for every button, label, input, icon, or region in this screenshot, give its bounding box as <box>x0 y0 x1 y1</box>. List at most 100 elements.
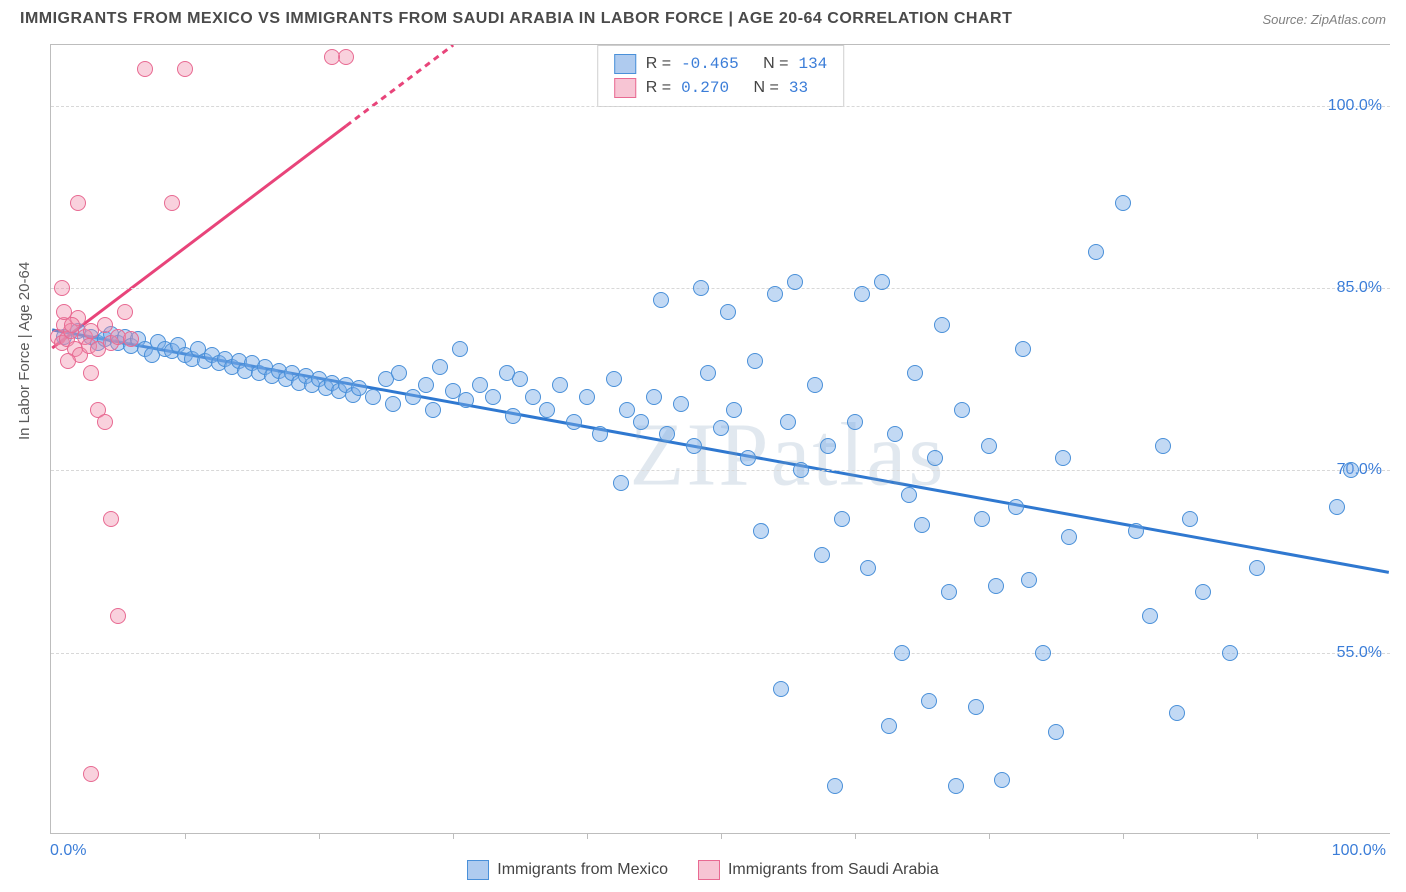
stats-row-saudi: R = 0.270 N = 33 <box>614 76 828 100</box>
point-mexico <box>1008 499 1024 515</box>
x-tick-mark <box>185 833 186 839</box>
swatch-pink-icon <box>614 78 636 98</box>
point-mexico <box>753 523 769 539</box>
point-mexico <box>974 511 990 527</box>
point-mexico <box>686 438 702 454</box>
point-mexico <box>1249 560 1265 576</box>
point-mexico <box>860 560 876 576</box>
point-mexico <box>1182 511 1198 527</box>
point-mexico <box>827 778 843 794</box>
point-mexico <box>700 365 716 381</box>
point-mexico <box>1142 608 1158 624</box>
point-mexico <box>713 420 729 436</box>
gridline-horizontal <box>51 106 1390 107</box>
y-tick-label: 55.0% <box>1337 644 1382 662</box>
point-mexico <box>814 547 830 563</box>
point-mexico <box>780 414 796 430</box>
point-mexico <box>1055 450 1071 466</box>
point-mexico <box>921 693 937 709</box>
point-mexico <box>740 450 756 466</box>
swatch-blue-icon <box>614 54 636 74</box>
point-mexico <box>385 396 401 412</box>
point-mexico <box>391 365 407 381</box>
n-label: N = <box>754 79 779 97</box>
point-saudi <box>137 61 153 77</box>
point-mexico <box>525 389 541 405</box>
point-mexico <box>914 517 930 533</box>
n-label: N = <box>763 55 788 73</box>
r-label: R = <box>646 79 671 97</box>
point-saudi <box>83 365 99 381</box>
point-mexico <box>653 292 669 308</box>
point-mexico <box>673 396 689 412</box>
x-axis-max-label: 100.0% <box>1332 842 1386 860</box>
point-mexico <box>512 371 528 387</box>
point-mexico <box>1343 462 1359 478</box>
point-mexico <box>787 274 803 290</box>
point-mexico <box>552 377 568 393</box>
legend-label: Immigrants from Mexico <box>497 861 668 879</box>
point-mexico <box>948 778 964 794</box>
n-value: 33 <box>789 79 808 97</box>
legend-item-saudi: Immigrants from Saudi Arabia <box>698 860 939 880</box>
point-mexico <box>1329 499 1345 515</box>
point-mexico <box>1128 523 1144 539</box>
point-saudi <box>117 304 133 320</box>
gridline-horizontal <box>51 470 1390 471</box>
point-mexico <box>1115 195 1131 211</box>
point-mexico <box>747 353 763 369</box>
point-mexico <box>579 389 595 405</box>
y-axis-label: In Labor Force | Age 20-64 <box>16 262 33 440</box>
point-mexico <box>834 511 850 527</box>
x-tick-mark <box>989 833 990 839</box>
point-mexico <box>807 377 823 393</box>
r-label: R = <box>646 55 671 73</box>
y-tick-label: 100.0% <box>1328 97 1382 115</box>
point-mexico <box>994 772 1010 788</box>
point-mexico <box>874 274 890 290</box>
point-mexico <box>592 426 608 442</box>
point-saudi <box>54 280 70 296</box>
point-saudi <box>110 608 126 624</box>
point-saudi <box>177 61 193 77</box>
point-mexico <box>633 414 649 430</box>
point-mexico <box>432 359 448 375</box>
point-saudi <box>64 317 80 333</box>
gridline-horizontal <box>51 653 1390 654</box>
point-mexico <box>659 426 675 442</box>
point-mexico <box>405 389 421 405</box>
x-tick-mark <box>587 833 588 839</box>
header: IMMIGRANTS FROM MEXICO VS IMMIGRANTS FRO… <box>0 0 1406 34</box>
point-mexico <box>854 286 870 302</box>
source-attribution: Source: ZipAtlas.com <box>1262 12 1386 27</box>
point-mexico <box>954 402 970 418</box>
point-mexico <box>505 408 521 424</box>
point-saudi <box>60 353 76 369</box>
x-tick-mark <box>1123 833 1124 839</box>
point-mexico <box>619 402 635 418</box>
point-mexico <box>894 645 910 661</box>
point-mexico <box>968 699 984 715</box>
gridline-horizontal <box>51 288 1390 289</box>
x-tick-mark <box>319 833 320 839</box>
point-saudi <box>97 414 113 430</box>
x-tick-mark <box>721 833 722 839</box>
point-saudi <box>324 49 340 65</box>
point-mexico <box>881 718 897 734</box>
stats-box: R = -0.465 N = 134 R = 0.270 N = 33 <box>597 45 845 107</box>
point-mexico <box>1169 705 1185 721</box>
point-mexico <box>793 462 809 478</box>
point-mexico <box>988 578 1004 594</box>
point-mexico <box>934 317 950 333</box>
point-mexico <box>901 487 917 503</box>
point-mexico <box>472 377 488 393</box>
point-mexico <box>726 402 742 418</box>
r-value: 0.270 <box>681 79 729 97</box>
point-mexico <box>847 414 863 430</box>
point-mexico <box>720 304 736 320</box>
point-mexico <box>1035 645 1051 661</box>
legend: Immigrants from Mexico Immigrants from S… <box>0 860 1406 880</box>
x-tick-mark <box>1257 833 1258 839</box>
x-tick-mark <box>855 833 856 839</box>
swatch-blue-icon <box>467 860 489 880</box>
